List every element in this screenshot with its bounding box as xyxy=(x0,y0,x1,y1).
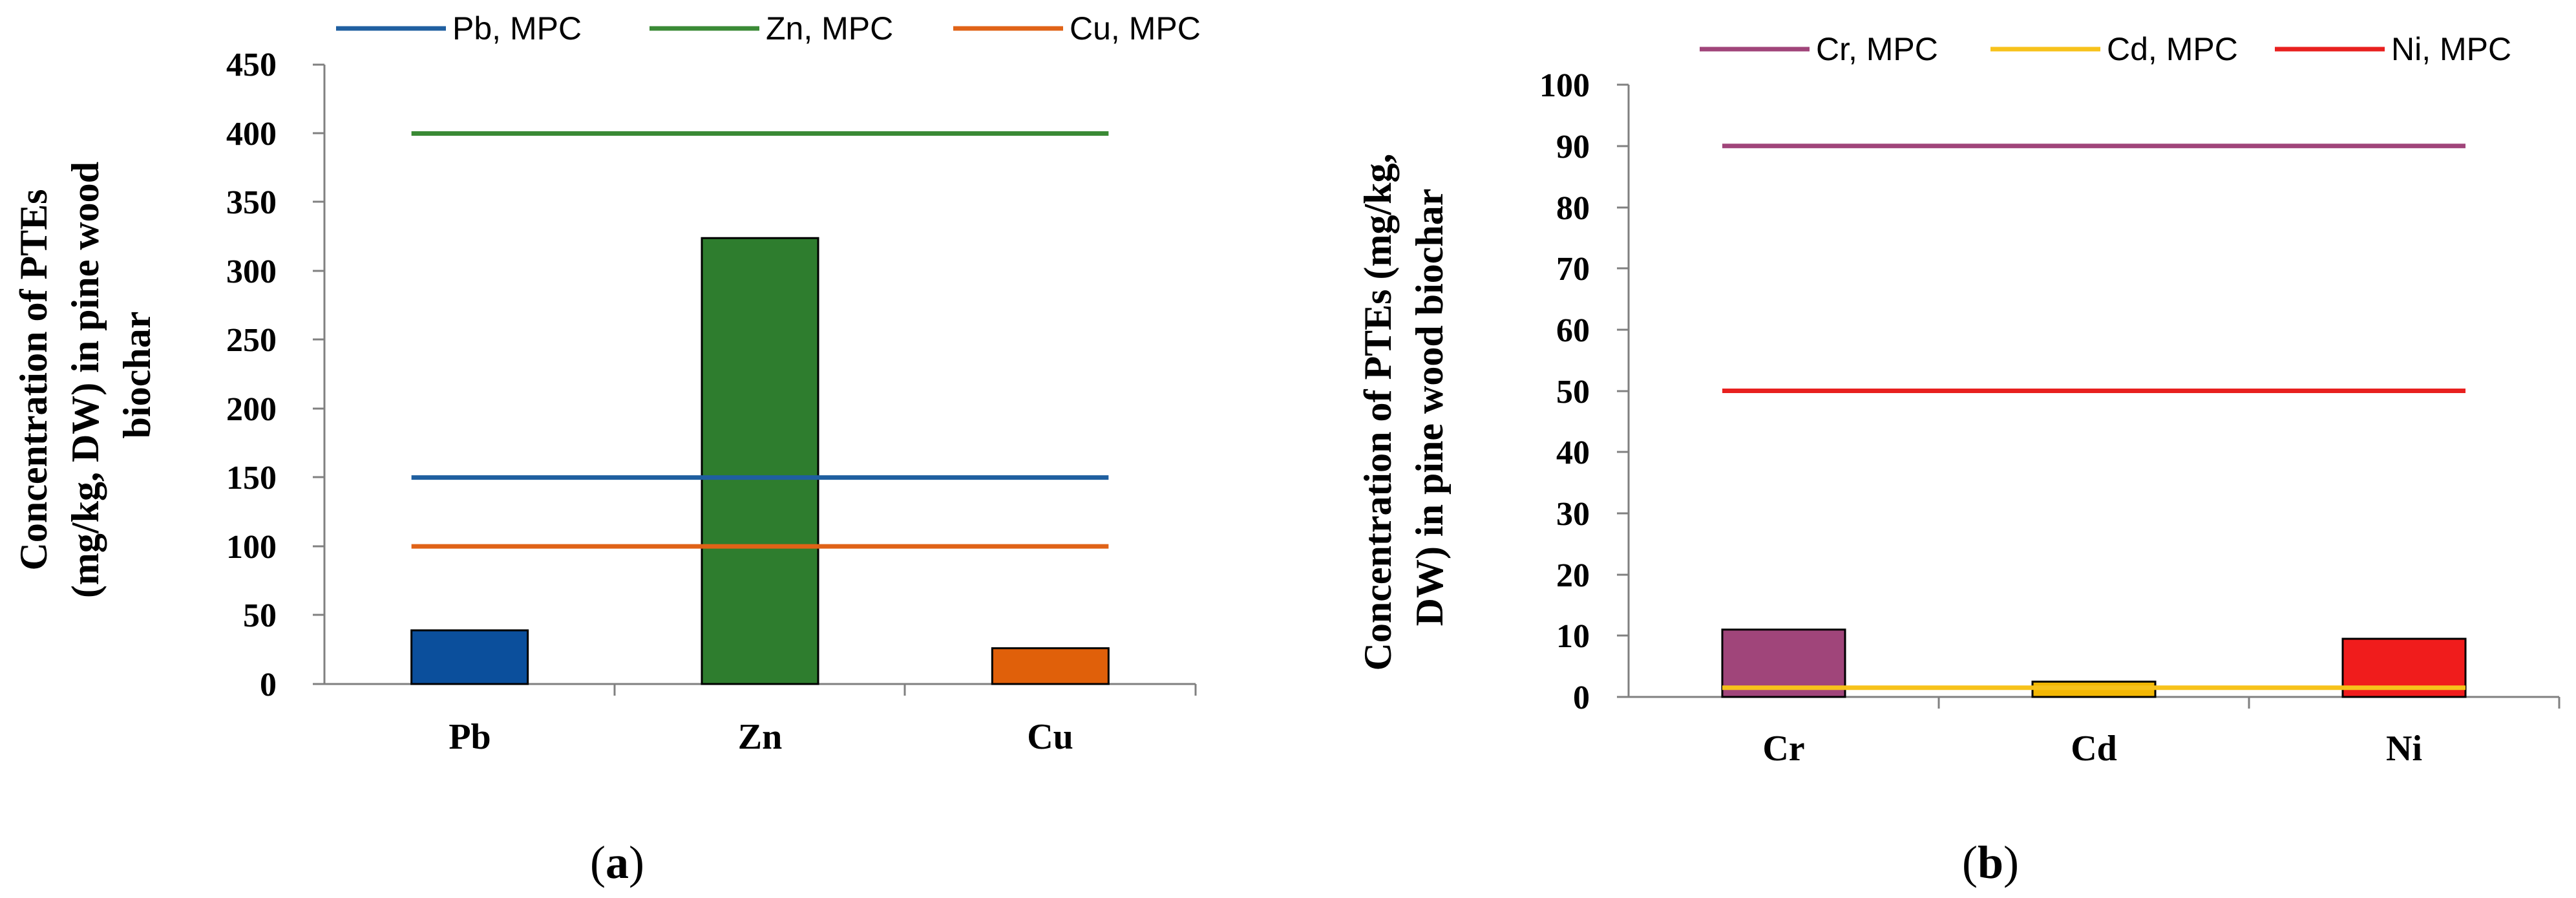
y-axis-label-a-line-2: (mg/kg, DW) in pine wood xyxy=(64,162,107,598)
bar-zn xyxy=(701,237,819,685)
legend-label-cr-mpc: Cr, MPC xyxy=(1816,31,1938,67)
y-tick-label-b-7: 70 xyxy=(1556,251,1590,288)
y-tick-label-b-0: 0 xyxy=(1573,679,1590,716)
y-tick-label-b-3: 30 xyxy=(1556,496,1590,533)
y-tick-label-b-5: 50 xyxy=(1556,374,1590,411)
legend-item-pb-mpc: Pb, MPC xyxy=(336,10,582,47)
y-tick-label-a-7: 350 xyxy=(226,184,277,221)
legend-label-ni-mpc: Ni, MPC xyxy=(2391,31,2511,67)
y-axis-label-b-line-1: Concentration of PTEs (mg/kg, xyxy=(1357,154,1399,671)
x-category-label-ni: Ni xyxy=(2386,729,2422,769)
panel-label-b: (b) xyxy=(1962,837,2019,888)
x-tick-marks-a xyxy=(613,684,1197,696)
chart-panel-a: Concentration of PTEs (mg/kg, DW) in pin… xyxy=(12,10,1201,888)
y-tick-label-b-9: 90 xyxy=(1556,129,1590,166)
legend-a: Pb, MPC Zn, MPC Cu, MPC xyxy=(336,10,1201,47)
y-axis-label-a-line-1: Concentration of PTEs xyxy=(12,189,55,571)
panel-letter-a: a xyxy=(606,837,629,888)
x-category-label-cr: Cr xyxy=(1762,729,1804,769)
y-ticks-b: 0 10 20 30 40 50 60 70 80 90 100 xyxy=(1539,67,1590,716)
bar-cu xyxy=(991,647,1110,685)
x-tick-marks-b xyxy=(1937,697,2560,709)
y-ticks-a: 0 50 100 150 200 250 300 350 400 450 xyxy=(226,47,277,703)
x-category-label-cd: Cd xyxy=(2071,729,2117,769)
y-tick-label-b-1: 10 xyxy=(1556,618,1590,655)
y-tick-label-a-5: 250 xyxy=(226,322,277,359)
y-tick-label-b-8: 80 xyxy=(1556,190,1590,227)
y-tick-label-a-0: 0 xyxy=(260,667,277,703)
legend-item-cu-mpc: Cu, MPC xyxy=(953,10,1201,47)
bar-pb xyxy=(410,629,529,685)
legend-item-cd-mpc: Cd, MPC xyxy=(1990,31,2238,67)
y-tick-label-a-3: 150 xyxy=(226,460,277,497)
legend-item-zn-mpc: Zn, MPC xyxy=(649,10,893,47)
y-tick-marks-b xyxy=(1617,83,1629,698)
panel-letter-b: b xyxy=(1978,837,2003,888)
x-category-label-pb: Pb xyxy=(449,717,491,757)
bars-a xyxy=(410,237,1110,685)
y-tick-label-b-6: 60 xyxy=(1556,312,1590,349)
y-tick-label-b-10: 100 xyxy=(1539,67,1590,104)
y-tick-label-a-9: 450 xyxy=(226,47,277,83)
legend-label-cu-mpc: Cu, MPC xyxy=(1070,10,1201,47)
y-axis-label-b-line-2: DW) in pine wood biochar xyxy=(1408,189,1451,626)
y-tick-label-a-6: 300 xyxy=(226,253,277,290)
y-axis-label-b: Concentration of PTEs (mg/kg, DW) in pin… xyxy=(1357,144,1451,671)
legend-label-zn-mpc: Zn, MPC xyxy=(766,10,893,47)
x-category-label-zn: Zn xyxy=(738,717,783,757)
y-tick-label-a-4: 200 xyxy=(226,391,277,428)
reference-lines-b xyxy=(1722,144,2465,690)
y-tick-label-a-8: 400 xyxy=(226,116,277,153)
legend-item-cr-mpc: Cr, MPC xyxy=(1700,31,1938,67)
y-tick-label-b-2: 20 xyxy=(1556,557,1590,594)
y-tick-label-a-2: 100 xyxy=(226,529,277,566)
y-axis-label-a: Concentration of PTEs (mg/kg, DW) in pin… xyxy=(12,152,158,598)
legend-label-pb-mpc: Pb, MPC xyxy=(452,10,582,47)
y-tick-label-b-4: 40 xyxy=(1556,434,1590,471)
chart-panel-b: Concentration of PTEs (mg/kg, DW) in pin… xyxy=(1357,31,2560,888)
y-axis-label-a-line-3: biochar xyxy=(116,312,158,439)
y-tick-marks-a xyxy=(313,63,324,685)
legend-label-cd-mpc: Cd, MPC xyxy=(2107,31,2238,67)
x-category-label-cu: Cu xyxy=(1027,717,1073,757)
reference-lines-a xyxy=(411,131,1109,549)
legend-b: Cr, MPC Cd, MPC Ni, MPC xyxy=(1700,31,2511,67)
y-tick-label-a-1: 50 xyxy=(243,597,277,634)
panel-label-a: (a) xyxy=(590,837,644,888)
legend-item-ni-mpc: Ni, MPC xyxy=(2275,31,2511,67)
